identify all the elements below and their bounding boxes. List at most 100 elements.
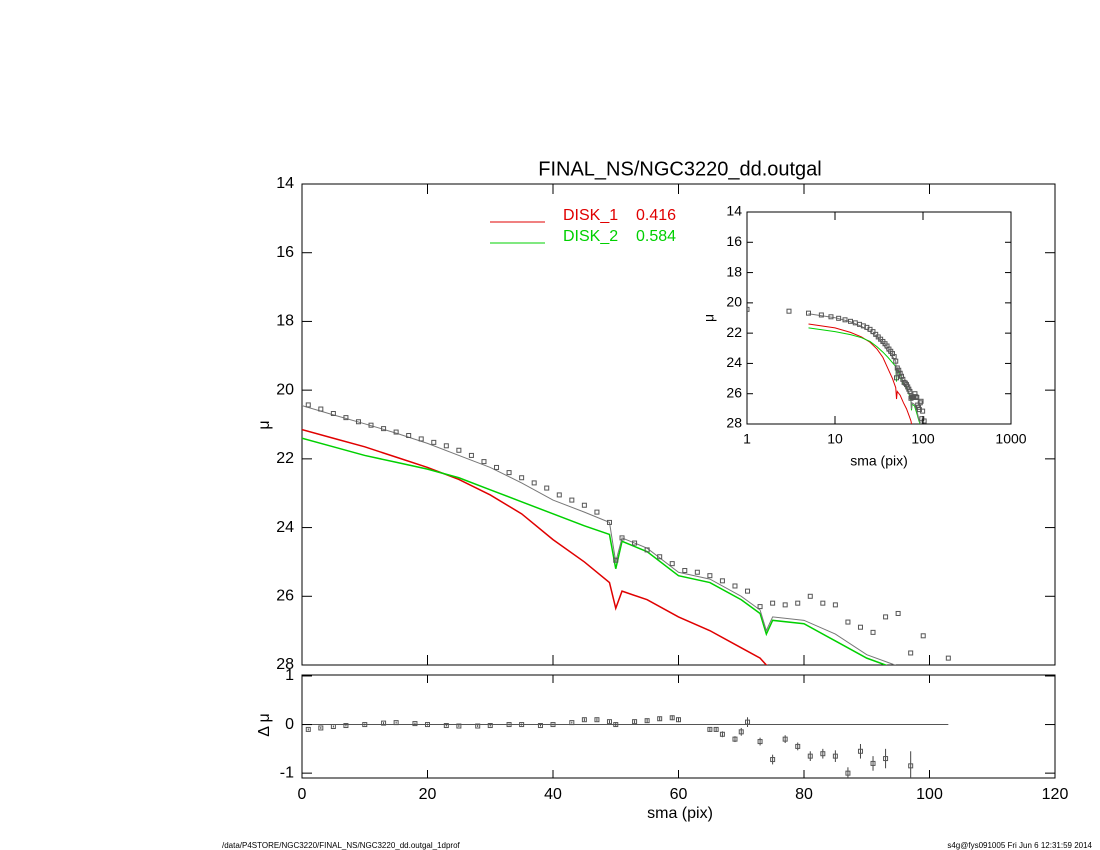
data-point (707, 573, 713, 579)
inset-y-tick-label: 24 (726, 354, 742, 370)
data-point (431, 439, 437, 445)
inset-y-tick-label: 14 (726, 203, 742, 219)
data-point (908, 650, 914, 656)
residual-point (795, 743, 801, 749)
residual-point (594, 717, 600, 723)
chart-title: FINAL_NS/NGC3220_dd.outgal (538, 158, 822, 180)
footer-left: /data/P4STORE/NGC3220/FINAL_NS/NGC3220_d… (222, 841, 461, 850)
inset-frame (746, 211, 1012, 425)
y-tick-label: 28 (276, 656, 294, 673)
inset-x-tick-label: 10 (827, 431, 843, 447)
inset-plot (747, 306, 927, 424)
residual-point (857, 748, 863, 754)
data-point (544, 485, 550, 491)
data-point (644, 547, 650, 553)
residual-point (519, 722, 525, 728)
residual-point (644, 718, 650, 724)
x-tick-label: 60 (670, 786, 688, 803)
data-point (832, 602, 838, 608)
residual-point (581, 717, 587, 723)
x-tick-label: 20 (419, 786, 437, 803)
data-point (682, 568, 688, 574)
disk-line (302, 437, 888, 665)
legend-label: DISK_2 (563, 228, 618, 245)
data-point (847, 318, 853, 324)
data-point (381, 426, 387, 432)
data-point (883, 614, 889, 620)
x-tick-label: 80 (795, 786, 813, 803)
data-point (894, 375, 900, 381)
inset-y-tick-label: 22 (726, 324, 742, 340)
data-point (613, 557, 619, 563)
data-point (870, 329, 876, 335)
y-axis-label: μ (256, 420, 273, 429)
residual-point (456, 723, 462, 729)
residual-point (550, 722, 556, 728)
data-point (494, 464, 500, 470)
data-point (481, 459, 487, 465)
x-axis-label: sma (pix) (647, 805, 713, 822)
data-point (818, 312, 824, 318)
data-point (782, 602, 788, 608)
data-point (519, 475, 525, 481)
data-point (836, 315, 842, 321)
data-point (657, 554, 663, 560)
data-point (355, 419, 361, 425)
inset-x-tick-label: 1 (743, 431, 751, 447)
data-point (669, 561, 675, 567)
residual-point (713, 726, 719, 732)
data-point (418, 436, 424, 442)
y-tick-label: 18 (276, 313, 294, 330)
data-point (899, 373, 905, 379)
data-point (914, 395, 920, 400)
data-point (581, 502, 587, 508)
residual-point (870, 760, 876, 766)
residual-point (443, 723, 449, 729)
data-point (343, 415, 349, 421)
residual-point (908, 763, 914, 769)
residual-point (832, 753, 838, 759)
x-tick-label: 40 (544, 786, 562, 803)
data-point (918, 398, 924, 404)
residual-point (770, 757, 776, 763)
residual-point (412, 721, 418, 727)
x-tick-label: 100 (916, 786, 943, 803)
residual-point (707, 726, 713, 732)
residual-point (381, 720, 387, 726)
data-point (468, 452, 474, 458)
data-point (896, 367, 902, 373)
data-point (556, 492, 562, 498)
data-point (920, 408, 926, 414)
data-point (594, 509, 600, 515)
inset-y-label: μ (701, 314, 717, 322)
data-point (920, 633, 926, 639)
data-point (443, 443, 449, 449)
legend-fraction: 0.416 (636, 207, 676, 224)
data-point (845, 619, 851, 625)
residual-y-tick-label: 1 (285, 667, 294, 684)
data-point (945, 655, 951, 661)
inset-y-tick-label: 16 (726, 233, 742, 249)
data-point (732, 583, 738, 589)
residual-point (537, 723, 543, 729)
residual-point (883, 756, 889, 762)
data-point (921, 418, 927, 424)
data-point (632, 540, 638, 546)
residual-point (425, 722, 430, 728)
data-point (456, 447, 462, 453)
residual-point (393, 720, 399, 726)
residual-point (475, 723, 481, 729)
footer-right: s4g@fys091005 Fri Jun 6 12:31:59 2014 (947, 841, 1092, 850)
residual-y-tick-label: 0 (285, 716, 294, 733)
residual-plot (302, 715, 949, 778)
data-point (842, 317, 848, 323)
residual-point (318, 725, 324, 731)
y-tick-label: 16 (276, 244, 294, 261)
data-point (893, 358, 899, 364)
legend-label: DISK_1 (563, 207, 618, 224)
inset-y-tick-label: 20 (726, 294, 742, 310)
residual-point (757, 739, 763, 745)
inset-y-tick-label: 18 (726, 263, 742, 279)
residual-point (606, 719, 612, 725)
residual-point (738, 729, 744, 735)
